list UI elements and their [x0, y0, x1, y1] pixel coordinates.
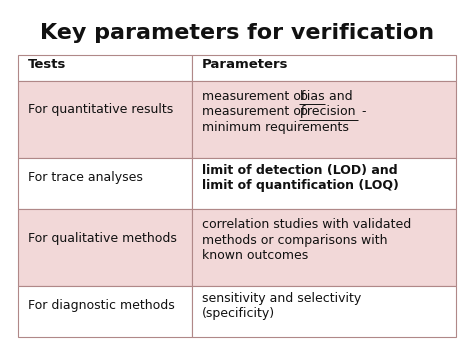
Text: and: and	[326, 90, 353, 103]
Text: methods or comparisons with: methods or comparisons with	[202, 234, 388, 246]
Bar	[192, 209, 456, 286]
Bar	[18, 81, 192, 158]
Text: bias: bias	[300, 90, 325, 103]
Text: sensitivity and selectivity: sensitivity and selectivity	[202, 292, 361, 305]
Bar	[18, 286, 192, 337]
Bar	[192, 158, 456, 209]
Text: Key parameters for verification: Key parameters for verification	[40, 23, 434, 43]
Text: -: -	[358, 105, 366, 118]
Bar	[192, 286, 456, 337]
Bar	[18, 55, 192, 81]
Text: limit of detection (LOD) and: limit of detection (LOD) and	[202, 164, 398, 177]
Bar	[18, 209, 192, 286]
Text: For diagnostic methods: For diagnostic methods	[28, 299, 175, 312]
Text: measurement of: measurement of	[202, 90, 310, 103]
Text: (specificity): (specificity)	[202, 307, 275, 320]
Text: Parameters: Parameters	[202, 58, 289, 71]
Text: For quantitative results: For quantitative results	[28, 103, 173, 116]
Text: precision: precision	[300, 105, 356, 118]
Text: measurement of: measurement of	[202, 105, 310, 118]
Bar	[18, 158, 192, 209]
Text: For qualitative methods: For qualitative methods	[28, 231, 177, 245]
Text: For trace analyses: For trace analyses	[28, 170, 143, 184]
Text: limit of quantification (LOQ): limit of quantification (LOQ)	[202, 179, 399, 192]
Text: correlation studies with validated: correlation studies with validated	[202, 218, 411, 231]
Text: minimum requirements: minimum requirements	[202, 121, 349, 134]
Bar	[192, 55, 456, 81]
Text: Tests: Tests	[28, 58, 66, 71]
Bar	[192, 81, 456, 158]
Text: known outcomes: known outcomes	[202, 249, 308, 262]
